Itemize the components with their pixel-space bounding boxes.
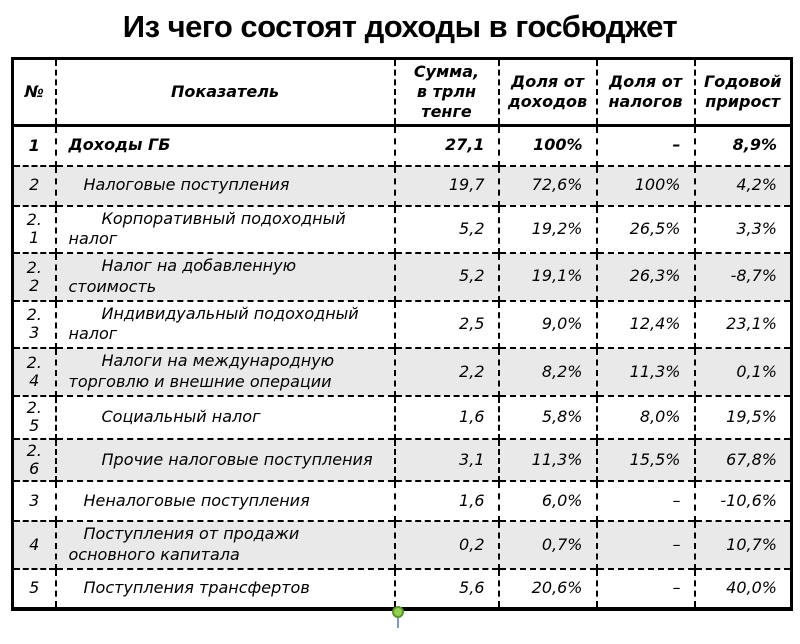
row-share-income: 11,3% <box>497 437 597 482</box>
row-number: 2. 1 <box>12 204 56 254</box>
row-share-income: 5,8% <box>497 394 597 439</box>
header-annual-growth: Годовой прирост <box>693 58 792 127</box>
row-number: 2. 6 <box>12 437 56 482</box>
header-num: № <box>12 58 56 127</box>
row-number: 2. 3 <box>12 299 56 349</box>
row-number: 2. 5 <box>12 394 56 439</box>
row-annual-growth: -10,6% <box>693 480 792 522</box>
table-row: 2. 6 Прочие налоговые поступления 3,1 11… <box>12 437 792 482</box>
table-resize-handle-dot[interactable] <box>392 606 404 619</box>
table-row: 1 Доходы ГБ 27,1 100% – 8,9% <box>13 125 792 166</box>
row-indicator: Доходы ГБ <box>54 125 395 166</box>
table-header: № Показатель Сумма, в трлн тенге Доля от… <box>12 58 792 127</box>
table-row: 2. 5 Социальный налог 1,6 5,8% 8,0% 19,5… <box>12 394 792 439</box>
row-indicator: Корпоративный подоходный налог <box>54 204 395 254</box>
row-number: 2. 2 <box>12 252 56 301</box>
row-share-tax: 12,4% <box>595 299 695 349</box>
row-annual-growth: 4,2% <box>693 164 792 206</box>
table-row: 5 Поступления трансфертов 5,6 20,6% – 40… <box>12 568 792 610</box>
header-share-income: Доля от доходов <box>497 58 597 127</box>
row-share-tax: 8,0% <box>595 394 695 439</box>
row-annual-growth: -8,7% <box>693 252 792 301</box>
header-share-tax: Доля от налогов <box>595 58 695 127</box>
row-number: 5 <box>12 568 56 610</box>
row-indicator: Индивидуальный подоходный налог <box>54 299 395 349</box>
row-number: 2. 4 <box>12 347 56 396</box>
row-number: 3 <box>12 480 56 522</box>
row-share-income: 20,6% <box>497 568 597 610</box>
row-annual-growth: 40,0% <box>693 568 792 610</box>
row-share-tax: 26,3% <box>595 252 695 301</box>
row-share-income: 72,6% <box>497 164 597 206</box>
row-annual-growth: 19,5% <box>693 394 792 439</box>
header-sum: Сумма, в трлн тенге <box>393 58 499 127</box>
row-share-income: 8,2% <box>497 347 597 396</box>
row-indicator: Прочие налоговые поступления <box>54 437 395 482</box>
header-indicator: Показатель <box>54 58 395 127</box>
row-share-tax: 26,5% <box>595 204 695 254</box>
row-annual-growth: 0,1% <box>693 347 792 396</box>
row-sum: 2,2 <box>393 347 499 396</box>
row-sum: 2,5 <box>393 299 499 349</box>
row-sum: 3,1 <box>393 437 499 482</box>
row-annual-growth: 67,8% <box>693 437 792 482</box>
row-share-tax: – <box>595 125 695 166</box>
row-sum: 1,6 <box>393 394 499 439</box>
row-annual-growth: 3,3% <box>693 204 792 254</box>
header-row: № Показатель Сумма, в трлн тенге Доля от… <box>12 58 792 127</box>
table-row: 4 Поступления от продажи основного капит… <box>12 520 792 570</box>
row-indicator: Поступления трансфертов <box>54 568 395 610</box>
table-body: 1 Доходы ГБ 27,1 100% – 8,9% 2 Налоговые… <box>12 125 792 610</box>
row-share-tax: – <box>595 480 695 522</box>
table-row: 2. 2 Налог на добавленную стоимость 5,2 … <box>12 252 792 301</box>
row-sum: 5,2 <box>393 204 499 254</box>
row-indicator: Налоговые поступления <box>54 164 395 206</box>
budget-revenue-table-wrap: № Показатель Сумма, в трлн тенге Доля от… <box>11 57 793 629</box>
row-sum: 27,1 <box>393 125 499 166</box>
table-row: 2 Налоговые поступления 19,7 72,6% 100% … <box>12 164 792 206</box>
row-indicator: Налоги на международную торговлю и внешн… <box>54 347 395 396</box>
row-share-tax: 11,3% <box>595 347 695 396</box>
row-indicator: Налог на добавленную стоимость <box>54 252 395 301</box>
row-number: 1 <box>28 135 40 155</box>
table-row: 2. 4 Налоги на международную торговлю и … <box>12 347 792 396</box>
row-sum: 0,2 <box>393 520 499 570</box>
row-sum: 5,2 <box>393 252 499 301</box>
row-number: 4 <box>12 520 56 570</box>
budget-revenue-table: № Показатель Сумма, в трлн тенге Доля от… <box>11 57 793 612</box>
row-share-income: 6,0% <box>497 480 597 522</box>
row-share-tax: – <box>595 568 695 610</box>
page-title: Из чего состоят доходы в госбюджет <box>122 9 678 44</box>
row-share-tax: 15,5% <box>595 437 695 482</box>
row-annual-growth: 10,7% <box>693 520 792 570</box>
row-share-income: 0,7% <box>497 520 597 570</box>
row-sum: 19,7 <box>393 164 499 206</box>
row-share-income: 19,2% <box>497 204 597 254</box>
table-row: 3 Неналоговые поступления 1,6 6,0% – -10… <box>12 480 792 522</box>
row-annual-growth: 8,9% <box>693 125 792 166</box>
row-indicator: Неналоговые поступления <box>54 480 395 522</box>
row-annual-growth: 23,1% <box>693 299 792 349</box>
row-share-income: 100% <box>497 125 597 166</box>
row-share-tax: 100% <box>595 164 695 206</box>
row-share-income: 9,0% <box>497 299 597 349</box>
row-sum: 1,6 <box>393 480 499 522</box>
row-number: 2 <box>12 164 56 206</box>
table-row: 2. 3 Индивидуальный подоходный налог 2,5… <box>12 299 792 349</box>
row-share-income: 19,1% <box>497 252 597 301</box>
table-row: 2. 1 Корпоративный подоходный налог 5,2 … <box>12 204 792 254</box>
table-handle-line <box>397 612 399 629</box>
row-indicator: Социальный налог <box>54 394 395 439</box>
row-share-tax: – <box>595 520 695 570</box>
row-sum: 5,6 <box>393 568 499 610</box>
row-indicator: Поступления от продажи основного капитал… <box>54 520 395 570</box>
